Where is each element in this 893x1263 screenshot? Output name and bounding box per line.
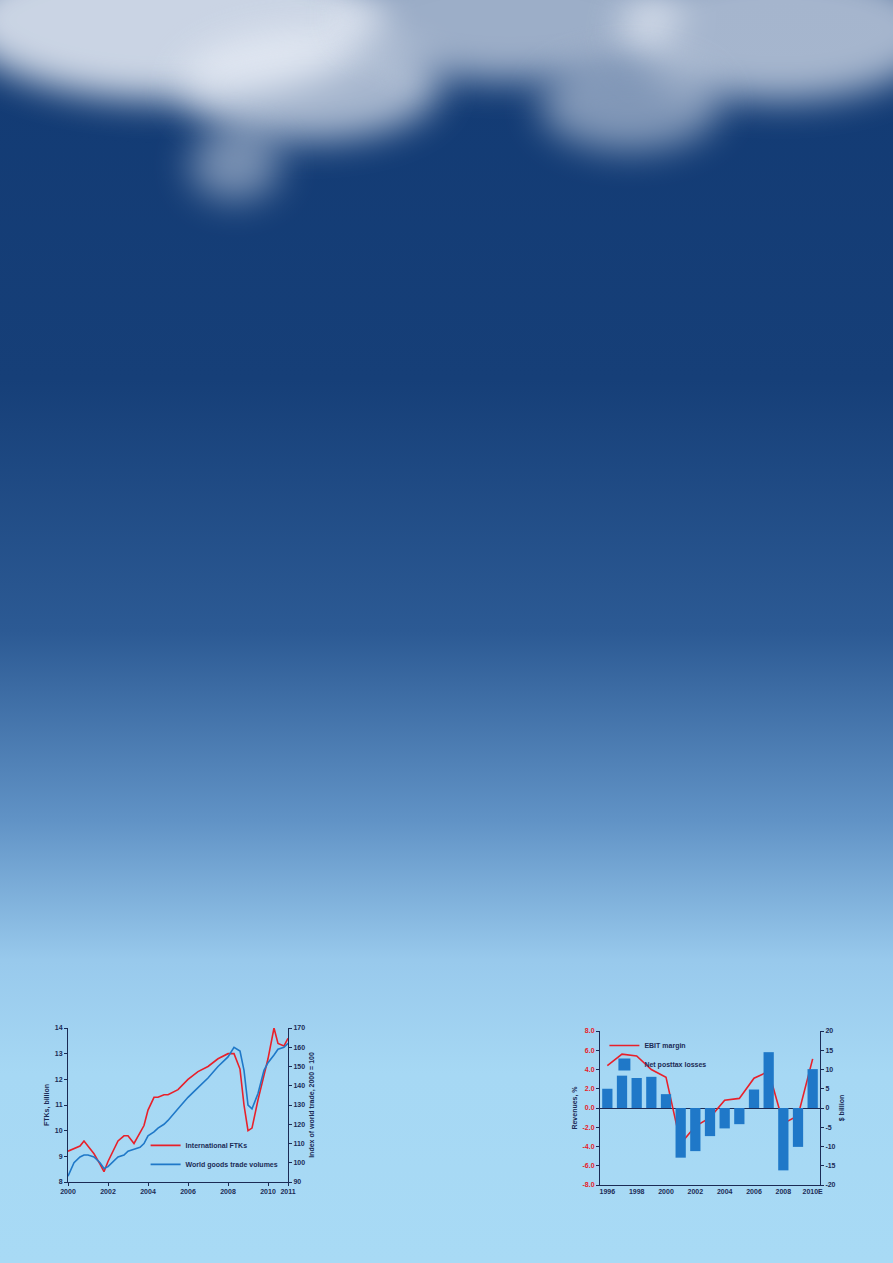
svg-text:8: 8 — [59, 1178, 63, 1185]
svg-text:World goods trade volumes: World goods trade volumes — [186, 1161, 278, 1169]
svg-text:6.0: 6.0 — [585, 1047, 595, 1054]
svg-text:10: 10 — [825, 1066, 833, 1073]
svg-text:2000: 2000 — [658, 1188, 674, 1195]
svg-text:14: 14 — [55, 1024, 63, 1031]
svg-text:0: 0 — [825, 1104, 829, 1111]
svg-text:2006: 2006 — [180, 1188, 196, 1195]
svg-text:5: 5 — [825, 1085, 829, 1092]
svg-text:-5: -5 — [825, 1124, 831, 1131]
svg-text:2006: 2006 — [746, 1188, 762, 1195]
svg-text:Revenues, %: Revenues, % — [571, 1086, 579, 1130]
svg-text:2008: 2008 — [776, 1188, 792, 1195]
svg-text:13: 13 — [55, 1050, 63, 1057]
svg-text:90: 90 — [293, 1178, 301, 1185]
svg-text:100: 100 — [293, 1159, 305, 1166]
svg-text:-6.0: -6.0 — [583, 1162, 595, 1169]
svg-text:11: 11 — [55, 1101, 63, 1108]
svg-text:-4.0: -4.0 — [583, 1143, 595, 1150]
svg-text:2004: 2004 — [140, 1188, 156, 1195]
svg-text:170: 170 — [293, 1024, 305, 1031]
svg-text:130: 130 — [293, 1101, 305, 1108]
svg-text:20: 20 — [825, 1027, 833, 1034]
svg-text:12: 12 — [55, 1076, 63, 1083]
svg-text:15: 15 — [825, 1047, 833, 1054]
svg-text:Index of world trade, 2000 = 1: Index of world trade, 2000 = 100 — [308, 1052, 316, 1158]
svg-text:2000: 2000 — [60, 1188, 76, 1195]
svg-text:110: 110 — [293, 1140, 304, 1147]
svg-text:160: 160 — [293, 1044, 305, 1051]
svg-text:2.0: 2.0 — [585, 1085, 595, 1092]
svg-text:1998: 1998 — [629, 1188, 645, 1195]
svg-text:$ billion: $ billion — [838, 1095, 846, 1121]
svg-text:2011: 2011 — [280, 1188, 295, 1195]
svg-text:2010E: 2010E — [803, 1188, 824, 1195]
svg-text:1996: 1996 — [600, 1188, 616, 1195]
svg-text:-15: -15 — [825, 1162, 835, 1169]
svg-text:9: 9 — [59, 1153, 63, 1160]
svg-text:-10: -10 — [825, 1143, 835, 1150]
svg-text:0.0: 0.0 — [585, 1104, 595, 1111]
svg-text:4.0: 4.0 — [585, 1066, 595, 1073]
svg-text:8.0: 8.0 — [585, 1027, 595, 1034]
svg-text:2010: 2010 — [260, 1188, 276, 1195]
svg-text:-2.0: -2.0 — [583, 1124, 595, 1131]
svg-text:EBIT margin: EBIT margin — [644, 1042, 685, 1050]
svg-text:2002: 2002 — [100, 1188, 116, 1195]
svg-text:140: 140 — [293, 1082, 305, 1089]
svg-text:International FTKs: International FTKs — [186, 1142, 248, 1149]
svg-text:10: 10 — [55, 1127, 63, 1134]
svg-text:2008: 2008 — [220, 1188, 236, 1195]
svg-text:-8.0: -8.0 — [583, 1181, 595, 1188]
svg-text:Net posttax losses: Net posttax losses — [644, 1061, 706, 1069]
svg-text:FTKs, billion: FTKs, billion — [43, 1084, 51, 1126]
svg-text:150: 150 — [293, 1063, 305, 1070]
svg-text:2002: 2002 — [688, 1188, 704, 1195]
svg-text:-20: -20 — [825, 1181, 835, 1188]
svg-text:2004: 2004 — [717, 1188, 733, 1195]
svg-text:120: 120 — [293, 1121, 305, 1128]
